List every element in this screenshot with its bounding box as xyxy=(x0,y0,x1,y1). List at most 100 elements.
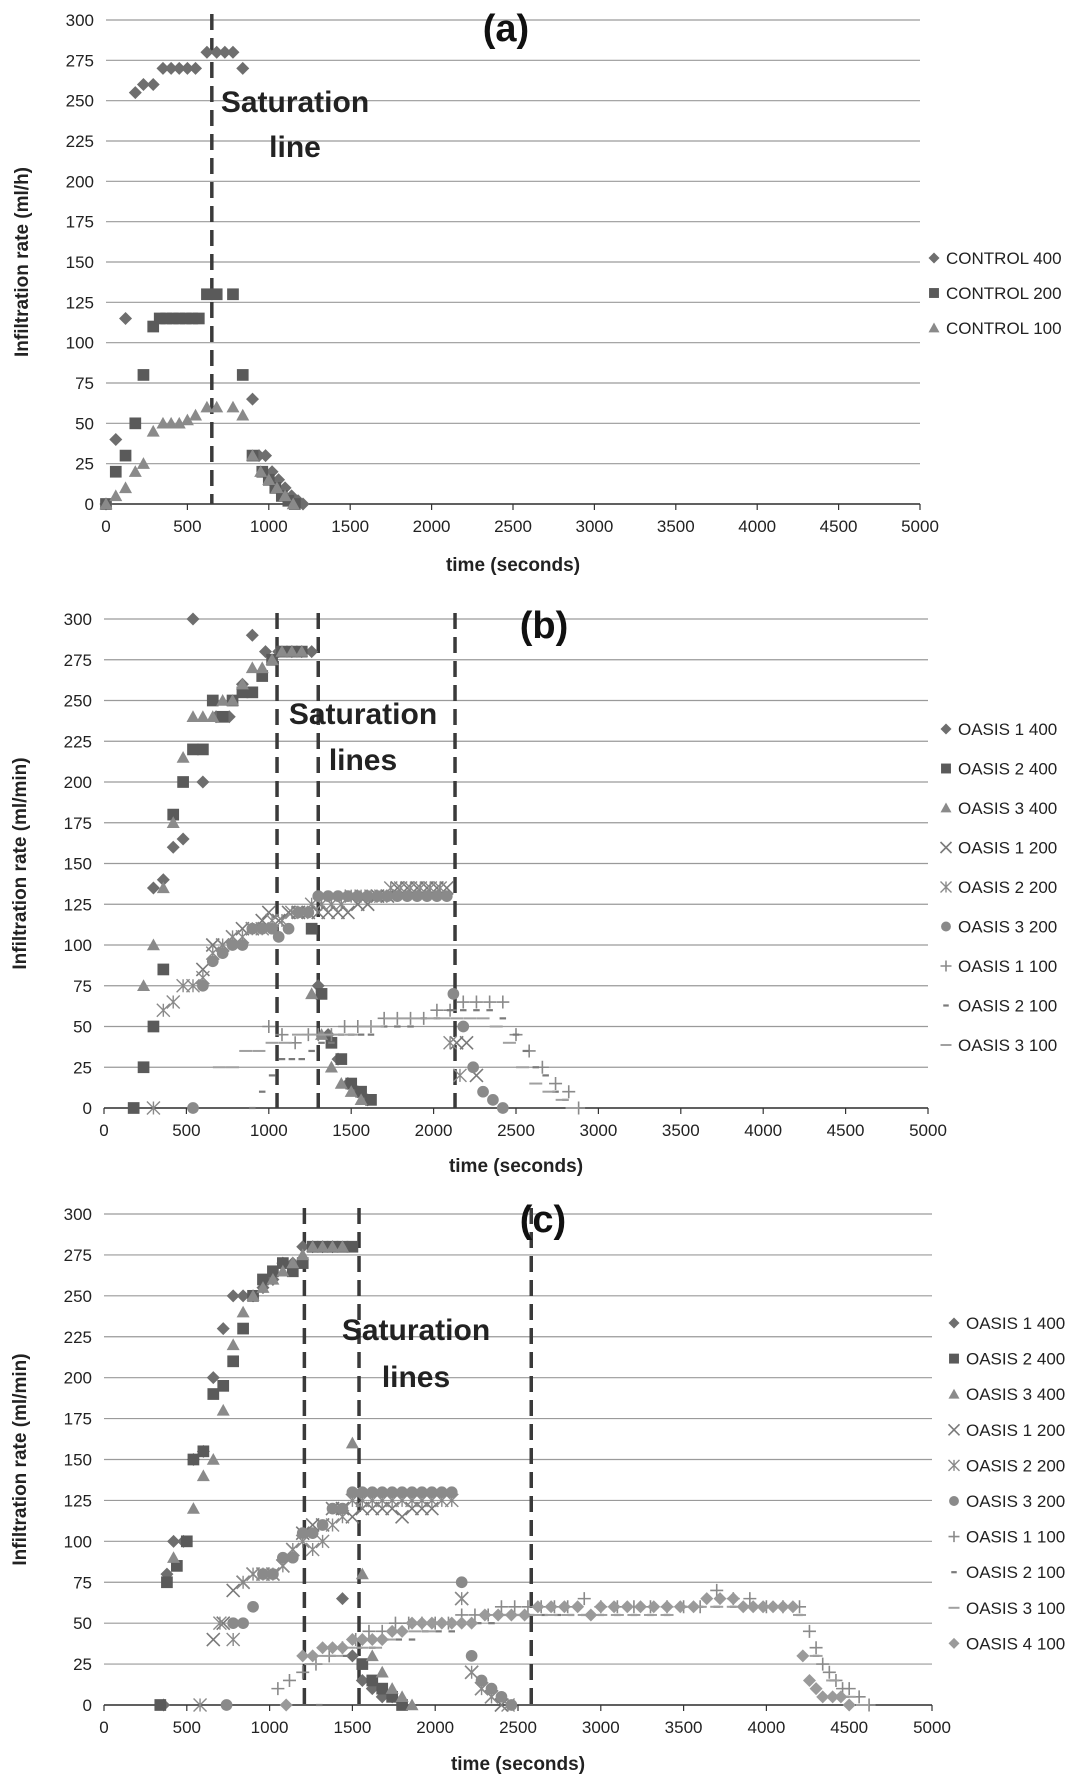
data-point xyxy=(809,1682,823,1696)
data-point xyxy=(226,1583,241,1598)
x-tick-label: 5000 xyxy=(909,1121,947,1140)
y-tick-label: 125 xyxy=(64,1491,92,1510)
data-point xyxy=(226,694,240,706)
data-point xyxy=(275,1028,289,1042)
data-point xyxy=(236,408,250,421)
data-point xyxy=(385,1624,399,1638)
series-oasis-3-200 xyxy=(220,1486,518,1711)
data-point xyxy=(396,1486,408,1499)
data-point xyxy=(465,1616,479,1630)
data-point xyxy=(607,1600,621,1614)
data-point xyxy=(316,1240,330,1252)
data-point xyxy=(485,1682,498,1695)
series-oasis-1-100 xyxy=(262,995,586,1115)
data-point xyxy=(156,873,170,887)
data-point xyxy=(153,312,166,325)
data-point xyxy=(212,1616,227,1631)
data-point xyxy=(456,995,470,1009)
x-tick-label: 2000 xyxy=(413,517,451,536)
data-point xyxy=(822,1665,836,1679)
data-point xyxy=(496,995,510,1009)
legend-marker xyxy=(947,1423,961,1436)
y-tick-label: 300 xyxy=(64,610,92,629)
data-point xyxy=(743,1592,757,1606)
data-point xyxy=(296,1257,309,1269)
data-point xyxy=(842,1698,856,1712)
y-tick-label: 75 xyxy=(73,1573,92,1592)
data-point xyxy=(227,1355,240,1368)
data-point xyxy=(316,1519,329,1531)
data-point xyxy=(375,1665,389,1678)
data-point xyxy=(594,1600,608,1614)
y-tick-label: 50 xyxy=(73,1614,92,1633)
data-point xyxy=(508,1600,522,1614)
data-point xyxy=(447,988,460,1000)
data-point xyxy=(167,808,180,821)
data-point xyxy=(326,1502,339,1515)
y-tick-label: 0 xyxy=(85,495,94,514)
data-point xyxy=(766,1600,780,1614)
data-point xyxy=(245,661,259,674)
data-point xyxy=(164,416,178,429)
data-point xyxy=(216,694,230,706)
data-point xyxy=(127,1102,140,1114)
data-point xyxy=(487,1094,499,1106)
data-point xyxy=(265,653,279,665)
data-point xyxy=(346,1240,359,1253)
data-point xyxy=(371,890,384,902)
data-point xyxy=(395,1624,409,1638)
data-point xyxy=(200,400,214,413)
data-point xyxy=(217,1380,230,1392)
data-point xyxy=(445,1486,458,1499)
data-point xyxy=(335,1240,349,1252)
y-tick-label: 175 xyxy=(64,814,92,833)
data-point xyxy=(505,1699,518,1711)
data-point xyxy=(483,995,497,1009)
legend: OASIS 1 400 OASIS 2 400 OASIS 3 400 OASIS 1… xyxy=(939,720,1057,1055)
data-point xyxy=(156,881,170,894)
y-tick-label: 0 xyxy=(83,1099,92,1118)
data-point xyxy=(246,392,260,406)
data-point xyxy=(286,497,300,510)
data-point xyxy=(634,1600,648,1614)
data-point xyxy=(109,432,123,446)
data-point xyxy=(426,1486,438,1499)
data-point xyxy=(355,1673,369,1687)
data-point xyxy=(756,1600,770,1614)
saturation-annotation: lines xyxy=(382,1361,450,1394)
data-point xyxy=(128,86,142,100)
data-point xyxy=(164,61,178,75)
data-point xyxy=(226,1289,240,1303)
data-point xyxy=(386,1690,398,1703)
series-oasis-3-400 xyxy=(167,1240,419,1711)
data-point xyxy=(192,312,205,325)
data-point xyxy=(315,1534,330,1549)
data-point xyxy=(405,1698,419,1711)
data-point xyxy=(216,1616,231,1631)
data-point xyxy=(395,1509,410,1524)
legend-entry: OASIS 2 400 xyxy=(958,760,1057,779)
x-tick-label: 500 xyxy=(173,1718,201,1737)
data-point xyxy=(137,979,151,991)
data-point xyxy=(254,465,268,477)
data-point xyxy=(247,1600,259,1613)
data-point xyxy=(700,1592,714,1606)
legend: CONTROL 400 CONTROL 200 CONTROL 100 xyxy=(928,249,1062,338)
series-control-400 xyxy=(99,45,310,511)
x-tick-label: 3500 xyxy=(662,1121,700,1140)
legend-entry: CONTROL 400 xyxy=(946,249,1062,268)
data-point xyxy=(381,890,394,902)
data-point xyxy=(154,1699,167,1711)
data-point xyxy=(200,45,214,59)
series-oasis-2-200 xyxy=(193,1493,516,1712)
data-point xyxy=(620,1600,634,1614)
data-point xyxy=(362,1624,376,1638)
legend-marker xyxy=(940,723,952,735)
y-axis-label: Infiltration rate (ml/min) xyxy=(10,1353,31,1565)
data-point xyxy=(311,905,326,920)
data-point xyxy=(326,1641,340,1655)
y-tick-label: 125 xyxy=(64,895,92,914)
x-tick-label: 0 xyxy=(99,1121,108,1140)
data-point xyxy=(459,1035,474,1050)
y-tick-label: 100 xyxy=(66,334,94,353)
